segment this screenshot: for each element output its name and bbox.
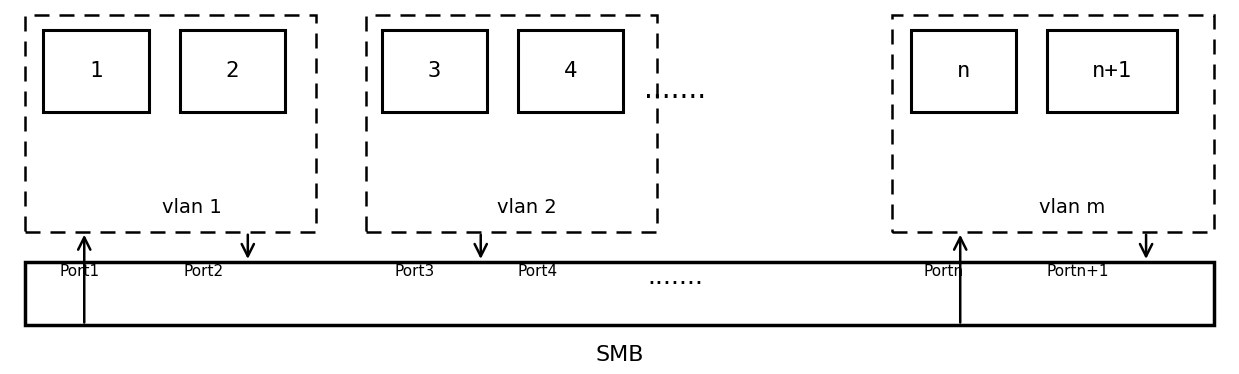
Text: Port2: Port2: [183, 264, 223, 279]
Bar: [43, 30, 149, 112]
Text: .......: .......: [647, 265, 704, 289]
Text: Port4: Port4: [518, 264, 558, 279]
Bar: [1047, 30, 1177, 112]
Text: vlan 2: vlan 2: [497, 198, 556, 217]
Text: SMB: SMB: [595, 345, 644, 365]
Text: 1: 1: [89, 61, 103, 81]
Text: n+1: n+1: [1092, 61, 1132, 81]
Text: vlan m: vlan m: [1038, 198, 1105, 217]
Text: .......: .......: [644, 76, 706, 104]
Text: 4: 4: [564, 61, 577, 81]
Bar: [366, 15, 657, 232]
Text: Port3: Port3: [394, 264, 434, 279]
Bar: [382, 30, 487, 112]
Bar: [180, 30, 285, 112]
Text: Port1: Port1: [59, 264, 99, 279]
Text: 2: 2: [225, 61, 239, 81]
Text: Portn+1: Portn+1: [1047, 264, 1109, 279]
Bar: [518, 30, 623, 112]
Text: vlan 1: vlan 1: [162, 198, 222, 217]
Bar: [25, 15, 316, 232]
Bar: [911, 30, 1016, 112]
Text: 3: 3: [427, 61, 441, 81]
Bar: [892, 15, 1214, 232]
Text: n: n: [957, 61, 970, 81]
Text: Portn: Portn: [923, 264, 963, 279]
Bar: [25, 262, 1214, 325]
